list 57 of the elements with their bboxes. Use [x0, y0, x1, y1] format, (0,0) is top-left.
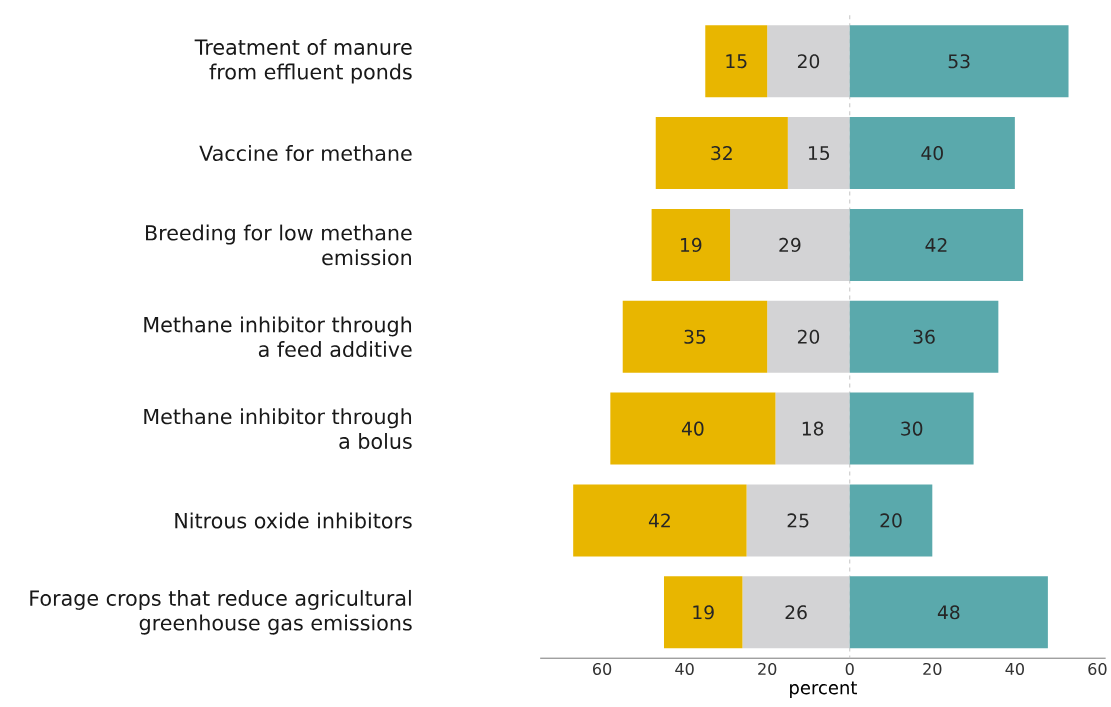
x-tick-label: 60: [593, 662, 612, 676]
data-label: 36: [913, 329, 935, 344]
y-tick-label: Breeding for low methane emission: [146, 224, 412, 266]
data-label: 42: [925, 238, 947, 252]
y-tick-label: Forage crops that reduce agricultural greenhouse gas emissions: [30, 590, 412, 635]
bar: [849, 117, 1015, 190]
bar: [849, 300, 999, 373]
bar: [655, 117, 788, 190]
data-label: 19: [681, 237, 702, 253]
bar: [849, 209, 1024, 281]
bar: [746, 484, 850, 557]
y-tick-label: Treatment of manure from effluent ponds: [194, 38, 412, 84]
bar: [730, 209, 850, 281]
x-tick-label: 20: [758, 662, 777, 676]
data-label: 42: [648, 513, 670, 528]
data-label: 19: [693, 605, 714, 620]
data-label: 26: [785, 605, 807, 620]
bar: [849, 25, 1069, 98]
bar: [767, 300, 850, 373]
x-tick-label: 40: [1005, 662, 1024, 676]
bar: [610, 392, 776, 465]
data-label: 29: [779, 237, 801, 253]
y-tick-label: Vaccine for methane: [199, 145, 412, 162]
data-label: 32: [711, 146, 732, 161]
bar: [849, 576, 1048, 649]
x-tick-label: 40: [675, 662, 694, 676]
data-label: 53: [948, 54, 970, 69]
bar: [767, 25, 850, 98]
bar: [849, 392, 974, 465]
bar: [622, 300, 768, 373]
data-label: 40: [681, 421, 704, 436]
data-label: 30: [901, 421, 923, 436]
x-tick-label: 20: [923, 662, 942, 676]
y-tick-label: Methane inhibitor through a feed additive: [144, 316, 412, 358]
data-label: 18: [802, 421, 824, 436]
data-label: 15: [726, 54, 747, 69]
bar: [849, 484, 933, 557]
bar: [705, 25, 768, 98]
x-axis-title: percent: [790, 681, 857, 698]
bar: [651, 209, 731, 281]
data-label: 25: [787, 513, 809, 528]
data-label: 20: [797, 54, 820, 69]
y-tick-label: Nitrous oxide inhibitors: [175, 512, 412, 529]
x-tick-label: 0: [845, 662, 854, 676]
data-label: 20: [797, 329, 820, 344]
bar: [573, 484, 747, 557]
data-label: 20: [880, 513, 902, 528]
x-tick-label: 60: [1088, 662, 1107, 676]
data-label: 15: [808, 146, 830, 161]
data-label: 40: [921, 146, 943, 161]
bar: [663, 576, 743, 649]
y-tick-label: Methane inhibitor through a bolus: [144, 408, 412, 450]
bar: [775, 392, 850, 465]
data-label: 35: [684, 329, 706, 344]
data-label: 48: [937, 605, 960, 620]
bar: [742, 576, 850, 649]
bar: [787, 117, 850, 190]
